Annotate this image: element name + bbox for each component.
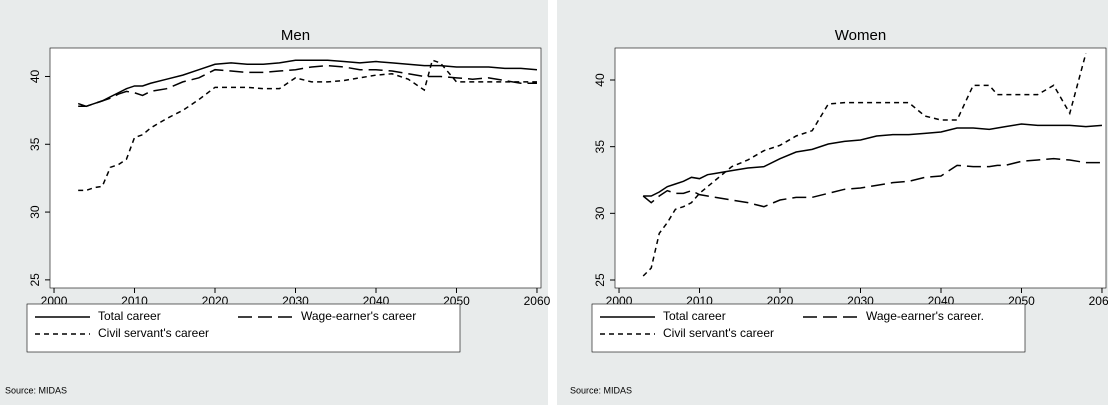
series-line: [643, 123, 1103, 197]
y-tick-label: 30: [593, 206, 607, 220]
legend-label: Total career: [663, 309, 726, 323]
series-line: [642, 157, 1102, 208]
source-note: Source: MIDAS: [570, 385, 632, 395]
y-tick-label: 25: [28, 273, 42, 287]
x-tick-label: 2060: [524, 294, 551, 308]
legend-label: Civil servant's career: [98, 326, 209, 340]
legend-box: [591, 303, 1026, 353]
y-tick-label: 35: [593, 140, 607, 154]
legend-box: [26, 303, 461, 353]
legend-label: Civil servant's career: [663, 326, 774, 340]
chart-title: Women: [835, 27, 886, 44]
series-line: [77, 64, 537, 108]
plot-area: [49, 47, 542, 289]
legend-label: Total career: [98, 309, 161, 323]
chart-title: Men: [281, 27, 310, 44]
x-tick-label: 2060: [1089, 294, 1108, 308]
y-tick-label: 25: [593, 273, 607, 287]
series-line: [642, 53, 1087, 277]
y-tick-label: 40: [28, 69, 42, 83]
y-tick-label: 35: [28, 137, 42, 151]
legend-label: Wage-earner's career.: [866, 309, 984, 323]
y-tick-label: 40: [593, 73, 607, 87]
series-line: [78, 59, 538, 108]
source-note: Source: MIDAS: [5, 385, 67, 395]
plot-area: [614, 47, 1107, 289]
legend-label: Wage-earner's career: [301, 309, 416, 323]
y-tick-label: 30: [28, 205, 42, 219]
series-line: [78, 59, 537, 192]
